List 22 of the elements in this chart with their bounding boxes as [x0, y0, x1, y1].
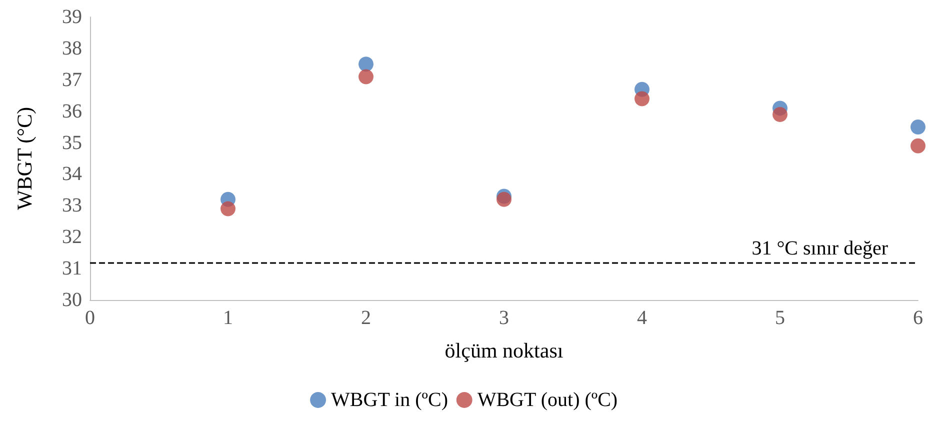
ref-line-label: 31 °C sınır değer — [752, 237, 888, 260]
y-tick-label: 34 — [62, 163, 82, 186]
y-tick-label: 35 — [62, 132, 82, 154]
x-tick-label: 4 — [637, 307, 647, 329]
legend-label: WBGT (out) (ºC) — [477, 389, 618, 411]
x-axis-title: ölçüm noktası — [444, 338, 564, 362]
legend-label: WBGT in (ºC) — [331, 389, 448, 411]
x-tick-label: 2 — [361, 307, 371, 329]
y-tick-label: 36 — [62, 100, 82, 122]
x-tick-label: 0 — [85, 307, 95, 329]
y-tick-label: 32 — [62, 226, 82, 248]
y-tick-label: 38 — [62, 37, 82, 60]
x-tick-label: 3 — [499, 307, 509, 329]
y-tick-label: 37 — [62, 68, 82, 91]
x-tick-label: 5 — [775, 307, 785, 329]
x-tick-label: 1 — [223, 307, 233, 329]
x-tick-label: 6 — [913, 307, 923, 329]
y-axis-title: WBGT (°C) — [12, 106, 36, 210]
y-tick-label: 33 — [62, 194, 82, 217]
y-tick-label: 30 — [62, 289, 82, 311]
y-tick-label: 39 — [62, 6, 82, 28]
y-tick-label: 31 — [62, 258, 82, 280]
